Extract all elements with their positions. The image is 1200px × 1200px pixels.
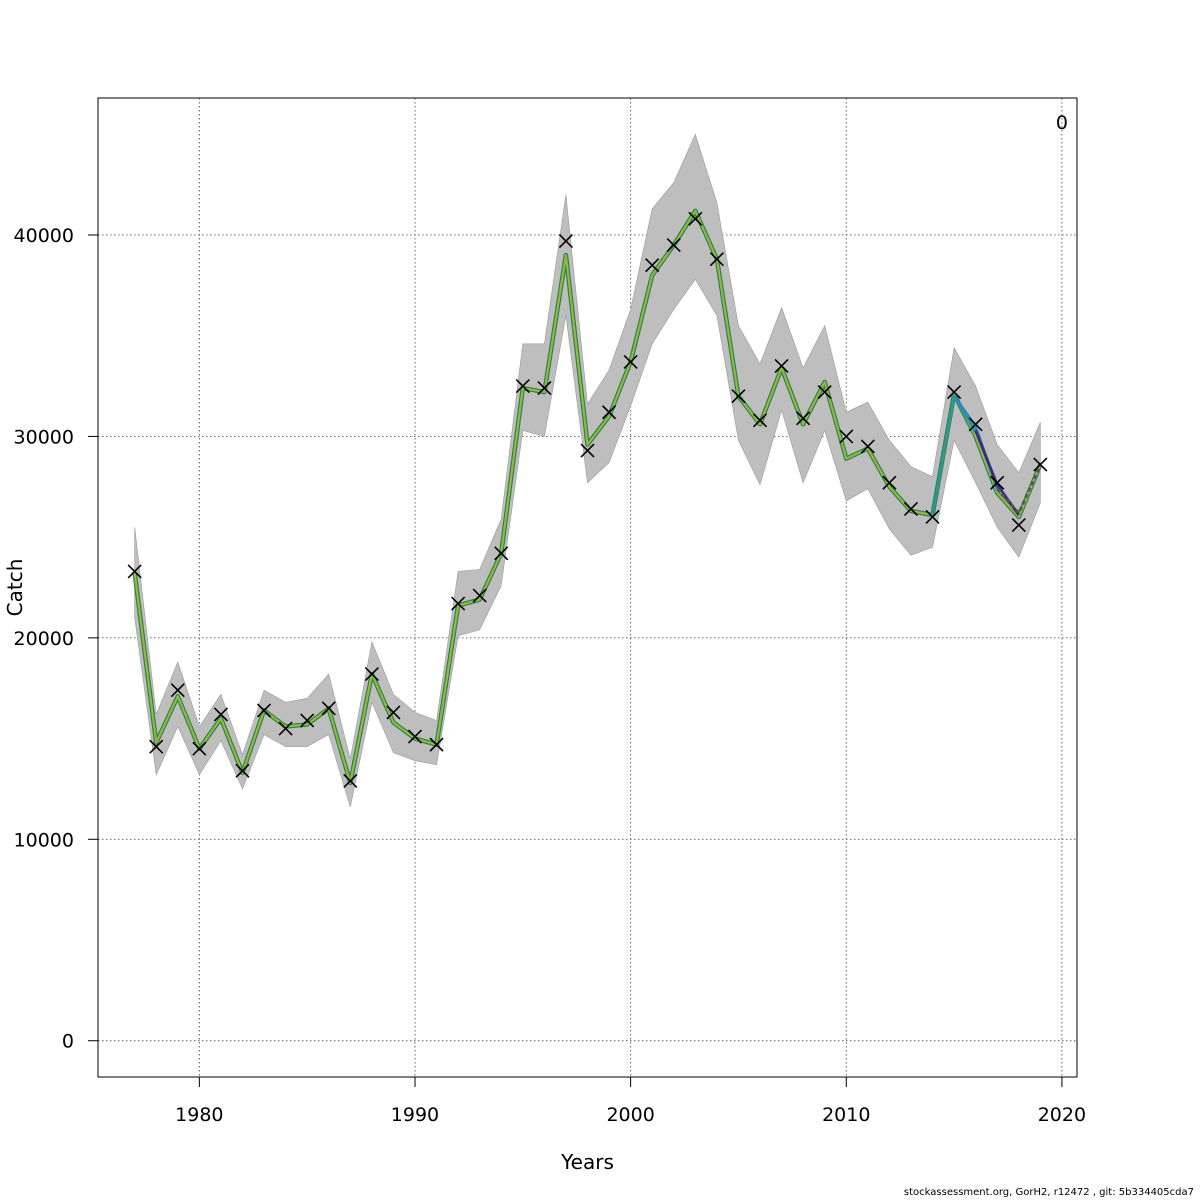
observed-point <box>1033 457 1048 472</box>
y-tick-label: 10000 <box>14 829 74 851</box>
fitted-lines <box>132 208 1043 786</box>
observed-point <box>537 381 552 396</box>
observed-point <box>235 763 250 778</box>
footer-credit: stockassessment.org, GorH2, r12472 , git… <box>903 1187 1194 1198</box>
observed-point <box>494 546 509 561</box>
observed-point <box>731 389 746 404</box>
y-tick-label: 40000 <box>14 225 74 247</box>
x-tick-label: 2010 <box>822 1104 870 1126</box>
observed-point <box>213 707 228 722</box>
observed-point <box>170 683 185 698</box>
observed-point <box>860 439 875 454</box>
observed-point <box>256 703 272 718</box>
observed-points <box>127 211 1048 788</box>
y-tick-label: 0 <box>62 1031 74 1053</box>
observed-point <box>666 237 681 253</box>
observed-point <box>645 258 660 273</box>
confidence-band-area <box>134 133 1041 808</box>
observed-point <box>278 721 293 736</box>
observed-point <box>127 564 142 579</box>
observed-point <box>580 443 595 458</box>
observed-point <box>192 741 207 756</box>
x-tick-label: 2000 <box>606 1104 654 1126</box>
retro-peel-lines <box>931 394 1042 516</box>
observed-point <box>774 358 789 373</box>
observed-point <box>386 705 401 720</box>
x-tick-label: 1990 <box>391 1104 439 1126</box>
observed-point <box>968 417 983 432</box>
observed-point <box>796 411 811 426</box>
observed-point <box>343 773 358 788</box>
observed-point <box>839 429 854 444</box>
observed-point <box>1011 517 1026 533</box>
observed-point <box>752 413 768 428</box>
observed-point <box>817 385 832 400</box>
observed-point <box>709 252 724 267</box>
y-axis-title: Catch <box>3 559 27 617</box>
observed-point <box>903 501 919 517</box>
grid-lines <box>98 98 1077 1077</box>
observed-point <box>321 701 336 716</box>
y-axis: 0 10000 20000 30000 40000 <box>14 225 99 1053</box>
observed-point <box>149 739 164 754</box>
y-tick-label: 20000 <box>14 628 74 650</box>
fitted-line <box>133 209 1042 785</box>
observed-point <box>300 713 315 728</box>
plot-frame <box>97 97 1078 1078</box>
confidence-band <box>134 133 1041 808</box>
y-tick-label: 30000 <box>14 426 74 448</box>
observed-point <box>429 737 444 752</box>
x-tick-label: 1980 <box>175 1104 223 1126</box>
x-axis: 1980 1990 2000 2010 2020 <box>175 1076 1086 1126</box>
observed-point <box>688 211 703 226</box>
observed-point <box>925 509 940 525</box>
observed-point <box>882 475 897 490</box>
observed-point <box>601 405 617 420</box>
observed-point <box>515 378 530 394</box>
corner-label: 0 <box>1056 112 1068 134</box>
peel-line-2017 <box>996 464 1042 515</box>
observed-point <box>364 667 379 682</box>
observed-point <box>558 233 574 249</box>
observed-point <box>990 475 1005 490</box>
observed-point <box>407 729 423 744</box>
x-tick-label: 2020 <box>1038 1104 1086 1126</box>
x-axis-title: Years <box>560 1150 614 1174</box>
observed-point <box>451 596 466 611</box>
observed-point <box>947 385 962 400</box>
observed-point <box>623 354 638 369</box>
observed-point <box>472 588 487 603</box>
